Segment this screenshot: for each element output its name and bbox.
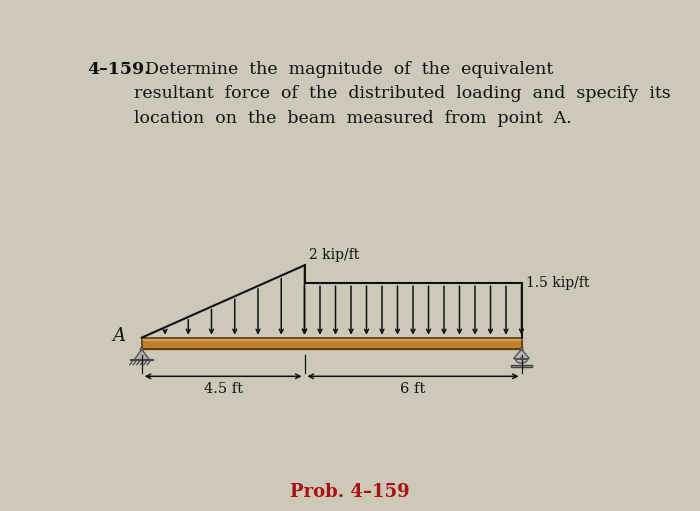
Polygon shape bbox=[514, 349, 529, 359]
Text: 4.5 ft: 4.5 ft bbox=[204, 382, 243, 396]
Polygon shape bbox=[515, 359, 528, 363]
Circle shape bbox=[140, 348, 143, 351]
Text: 1.5 kip/ft: 1.5 kip/ft bbox=[526, 276, 589, 290]
Text: A: A bbox=[113, 327, 125, 345]
Circle shape bbox=[520, 348, 523, 351]
Text: Prob. 4–159: Prob. 4–159 bbox=[290, 483, 410, 501]
Text: 6 ft: 6 ft bbox=[400, 382, 426, 396]
Text: 2 kip/ft: 2 kip/ft bbox=[309, 248, 359, 262]
Circle shape bbox=[520, 358, 523, 360]
Text: 4–159.: 4–159. bbox=[88, 61, 150, 78]
Text: Determine  the  magnitude  of  the  equivalent
resultant  force  of  the  distri: Determine the magnitude of the equivalen… bbox=[134, 61, 671, 127]
Polygon shape bbox=[134, 349, 150, 360]
Polygon shape bbox=[511, 365, 532, 367]
